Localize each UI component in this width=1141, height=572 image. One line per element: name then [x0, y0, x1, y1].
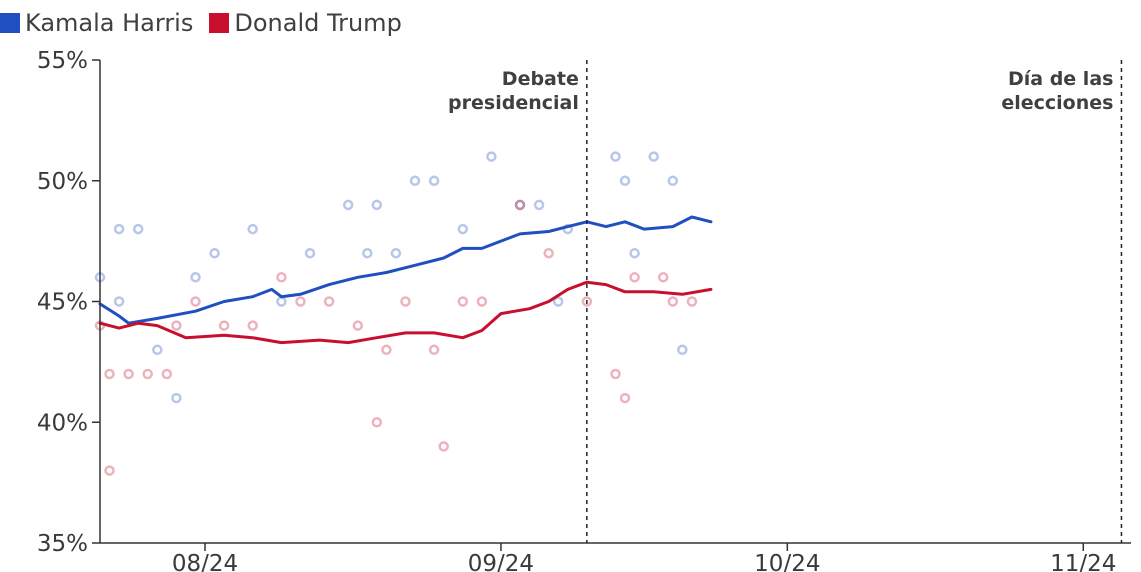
trump-swatch — [209, 13, 230, 33]
harris-trend-line — [98, 215, 713, 325]
trump-poll-dot — [657, 272, 669, 283]
harris-poll-dot — [132, 223, 144, 235]
harris-poll-dot — [209, 247, 220, 259]
harris-poll-dot — [390, 247, 402, 259]
harris-poll-dot — [677, 344, 688, 356]
trump-poll-dot — [619, 392, 631, 404]
trump-poll-dot — [400, 296, 411, 307]
trump-poll-dot — [104, 465, 115, 476]
x-tick-label: 08/24 — [172, 551, 238, 572]
annotation-label: elecciones — [1001, 92, 1113, 114]
harris-poll-dot — [190, 272, 201, 283]
harris-poll-dot — [533, 199, 545, 211]
harris-poll-dot — [304, 247, 316, 259]
annotation-label: Día de las — [1008, 68, 1113, 90]
trend-lines — [98, 215, 713, 345]
poll-dots — [94, 151, 698, 476]
annotation-label: presidencial — [448, 92, 579, 114]
trump-poll-dot — [428, 344, 440, 356]
trump-poll-dot — [190, 296, 201, 307]
trump-poll-dot — [247, 320, 258, 331]
x-tick-label: 09/24 — [468, 551, 534, 572]
harris-poll-dot — [629, 247, 640, 259]
harris-poll-dot — [648, 151, 659, 162]
trump-poll-dot — [514, 199, 526, 211]
harris-poll-dot — [514, 199, 526, 211]
legend-item-trump: Donald Trump — [209, 9, 402, 37]
harris-poll-dot — [619, 175, 631, 187]
trump-poll-dot — [323, 296, 335, 307]
y-tick-label: 45% — [37, 290, 88, 316]
trump-poll-dot — [543, 247, 554, 259]
trump-poll-dot — [142, 368, 153, 380]
trump-poll-dot — [381, 344, 392, 356]
trump-poll-dot — [161, 368, 173, 380]
harris-swatch — [0, 13, 20, 33]
trump-poll-dot — [123, 368, 134, 380]
harris-poll-dot — [171, 392, 182, 404]
trump-poll-dot — [438, 441, 449, 452]
annotation-label: Debate — [502, 68, 579, 90]
y-ticks: 35% 40% 45% 50% 55% — [37, 48, 100, 557]
trump-poll-dot — [581, 296, 593, 307]
harris-poll-dot — [113, 296, 125, 307]
y-tick-label: 55% — [37, 48, 88, 74]
y-tick-label: 35% — [37, 531, 88, 557]
x-tick-label: 11/24 — [1050, 551, 1116, 572]
harris-poll-dot — [152, 344, 163, 356]
harris-poll-dot — [457, 223, 469, 235]
trump-poll-dot — [276, 272, 287, 283]
harris-poll-dot — [486, 151, 497, 162]
harris-poll-dot — [409, 175, 421, 187]
harris-poll-dot — [371, 199, 383, 211]
trump-poll-dot — [476, 296, 488, 307]
trump-poll-dot — [610, 368, 621, 380]
trump-poll-dot — [629, 272, 640, 283]
trump-poll-dot — [457, 296, 469, 307]
harris-poll-dot — [428, 175, 440, 187]
y-tick-label: 50% — [37, 169, 88, 195]
trump-poll-dot — [171, 320, 182, 331]
axes — [99, 60, 1131, 544]
harris-poll-dot — [362, 247, 373, 259]
legend: Kamala Harris Donald Trump — [0, 6, 418, 40]
harris-poll-dot — [113, 223, 125, 235]
y-tick-label: 40% — [37, 410, 88, 436]
trump-poll-dot — [686, 296, 698, 307]
legend-label-trump: Donald Trump — [234, 9, 402, 37]
trump-poll-dot — [104, 368, 115, 380]
x-tick-label: 10/24 — [754, 551, 820, 572]
trump-poll-dot — [352, 320, 364, 331]
harris-poll-dot — [610, 151, 621, 162]
trump-trend-line — [98, 280, 713, 345]
harris-poll-dot — [342, 199, 354, 211]
legend-label-harris: Kamala Harris — [25, 9, 194, 37]
legend-item-harris: Kamala Harris — [0, 9, 193, 37]
harris-poll-dot — [276, 296, 287, 307]
harris-poll-dot — [247, 223, 258, 235]
harris-poll-dot — [552, 296, 564, 307]
trump-poll-dot — [295, 296, 306, 307]
x-ticks: 08/24 09/24 10/24 11/24 — [172, 543, 1116, 572]
trump-poll-dot — [667, 296, 679, 307]
trump-poll-dot — [371, 417, 383, 428]
harris-poll-dot — [667, 175, 679, 187]
trump-poll-dot — [218, 320, 230, 331]
